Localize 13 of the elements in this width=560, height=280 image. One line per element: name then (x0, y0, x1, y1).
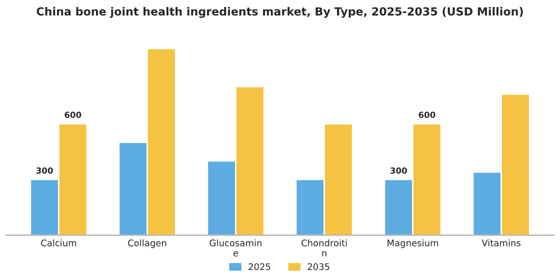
x-tick-label: Collagen (128, 239, 166, 248)
data-label: 300 (36, 167, 53, 174)
x-tick-label: Chondroitin (301, 239, 347, 256)
x-tick-label: Vitamins (482, 239, 520, 246)
data-label: 600 (64, 112, 82, 118)
legend-label: 2035 (308, 263, 330, 270)
x-tick-label: Glucosamine (210, 239, 262, 256)
x-tick-label: Calcium (41, 239, 76, 246)
legend-label: 2025 (248, 263, 270, 270)
data-label: 300 (390, 167, 407, 174)
x-tick-label: Magnesium (388, 239, 438, 248)
chart-title: China bone joint health ingredients market, By Type, 2025-2035 (USD Million) (36, 7, 523, 18)
data-label: 600 (418, 112, 436, 118)
